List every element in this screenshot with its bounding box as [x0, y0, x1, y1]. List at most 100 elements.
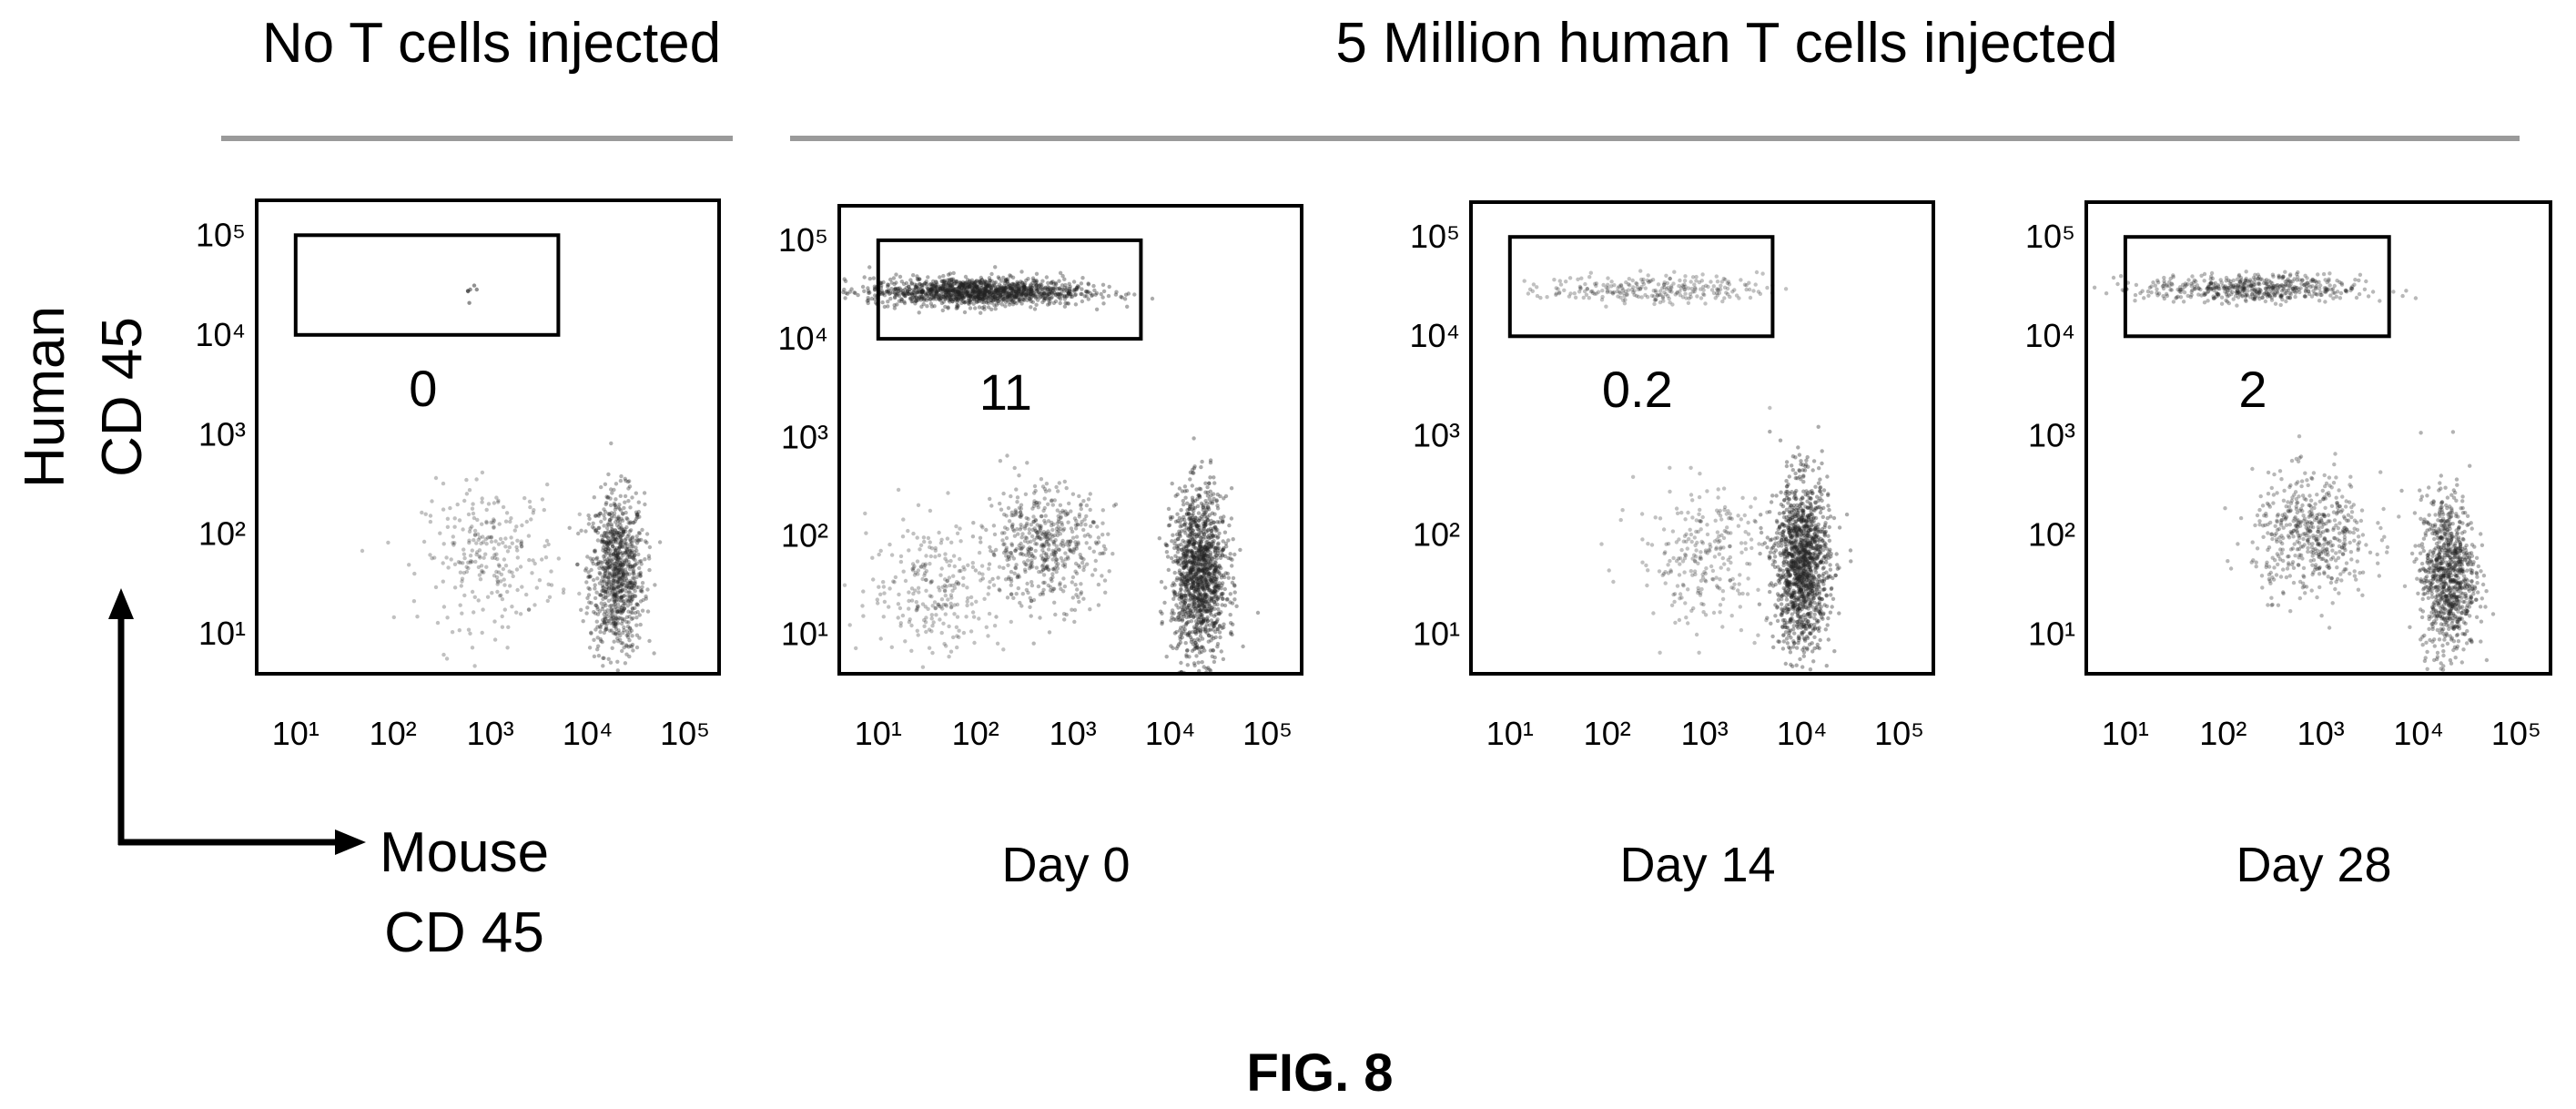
data-point	[1051, 286, 1056, 290]
data-point	[636, 585, 641, 590]
data-point	[1217, 571, 1222, 576]
data-point	[1190, 550, 1195, 555]
data-point	[1210, 579, 1214, 585]
data-point	[1790, 616, 1794, 621]
data-point	[950, 299, 955, 304]
data-point	[1079, 281, 1084, 286]
data-point	[1196, 532, 1202, 536]
data-point	[626, 590, 631, 595]
data-point	[475, 550, 480, 554]
data-point	[965, 291, 969, 297]
data-point	[1182, 565, 1186, 569]
data-point	[1039, 525, 1043, 531]
data-point	[610, 566, 614, 571]
data-point	[958, 283, 962, 288]
data-point	[1200, 559, 1204, 564]
data-point	[912, 288, 917, 293]
data-point	[1107, 284, 1111, 290]
data-point	[593, 528, 599, 533]
data-point	[501, 504, 506, 510]
data-point	[614, 598, 618, 604]
data-point	[642, 491, 647, 495]
data-point	[1088, 507, 1092, 513]
data-point	[1215, 642, 1221, 646]
data-point	[1204, 557, 1209, 562]
data-point	[981, 290, 986, 295]
data-point	[1012, 282, 1017, 288]
data-point	[982, 307, 987, 311]
data-point	[615, 610, 620, 615]
data-point	[958, 280, 962, 285]
data-point	[1192, 595, 1197, 600]
data-point	[1207, 557, 1212, 562]
data-point	[1790, 533, 1796, 537]
data-point	[610, 573, 614, 577]
data-point	[499, 579, 503, 584]
data-point	[946, 305, 950, 310]
data-point	[1178, 520, 1182, 524]
data-point	[1210, 591, 1214, 595]
data-point	[630, 553, 634, 557]
data-point	[595, 530, 600, 535]
data-point	[1184, 553, 1190, 557]
data-point	[1824, 546, 1830, 551]
data-point	[1800, 594, 1805, 598]
data-point	[847, 290, 852, 294]
data-point	[1206, 588, 1212, 593]
data-point	[999, 288, 1004, 293]
data-point	[1050, 290, 1055, 295]
data-point	[1179, 595, 1183, 599]
data-point	[898, 554, 904, 559]
data-point	[988, 544, 992, 550]
data-point	[1188, 532, 1192, 536]
data-point	[1798, 560, 1803, 565]
data-point	[1189, 524, 1193, 529]
data-point	[606, 585, 612, 591]
data-point	[1816, 527, 1820, 532]
data-point	[1231, 575, 1236, 581]
data-point	[515, 555, 520, 560]
data-point	[1205, 554, 1210, 559]
data-point	[602, 630, 606, 636]
data-point	[938, 296, 943, 300]
data-point	[1214, 619, 1220, 624]
data-point	[955, 290, 960, 294]
data-point	[919, 289, 924, 293]
data-point	[1789, 565, 1794, 569]
data-point	[918, 565, 923, 569]
data-point	[1051, 567, 1057, 572]
data-point	[606, 583, 612, 587]
data-point	[631, 616, 635, 621]
data-point	[1033, 542, 1038, 546]
data-point	[1042, 518, 1047, 524]
data-point	[613, 535, 618, 540]
data-point	[540, 557, 544, 562]
data-point	[595, 612, 601, 616]
data-point	[1032, 537, 1037, 543]
data-point	[1064, 294, 1070, 299]
data-point	[1049, 523, 1054, 528]
data-point	[1085, 290, 1090, 295]
data-point	[567, 525, 572, 530]
data-point	[999, 293, 1003, 298]
data-point	[615, 552, 621, 556]
data-point	[1193, 619, 1199, 624]
data-point	[1194, 595, 1199, 600]
data-point	[892, 306, 898, 310]
data-point	[609, 511, 614, 515]
data-point	[887, 605, 891, 609]
data-point	[1803, 638, 1808, 643]
data-point	[1785, 641, 1790, 646]
data-point	[1793, 568, 1798, 574]
data-point	[620, 587, 625, 592]
data-point	[1189, 571, 1193, 576]
data-point	[634, 510, 639, 514]
data-point	[947, 290, 951, 295]
data-point	[928, 287, 933, 292]
data-point	[948, 297, 953, 301]
data-point	[497, 564, 502, 568]
data-point	[1026, 291, 1031, 296]
data-point	[924, 588, 928, 593]
data-point	[1802, 554, 1807, 558]
data-point	[1061, 510, 1066, 514]
